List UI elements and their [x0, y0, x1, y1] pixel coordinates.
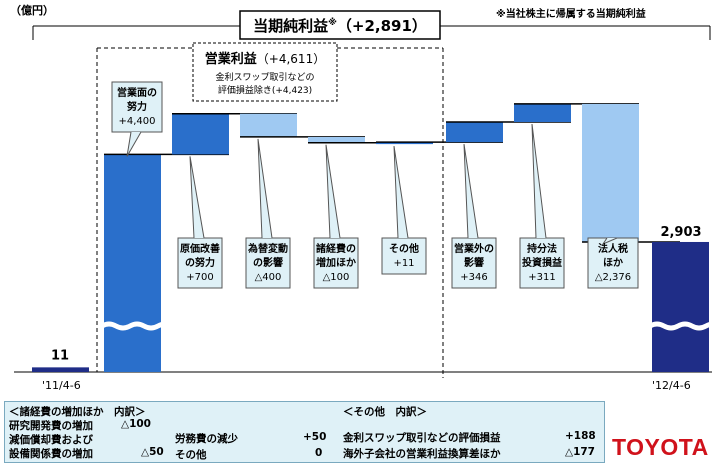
callout-text: 持分法 [527, 242, 557, 255]
start-axis-label: '11/4-6 [42, 379, 81, 392]
callout-text: 為替変動 [247, 242, 288, 255]
callout-box [451, 237, 497, 289]
callout-text: △100 [323, 272, 350, 283]
step-bar [240, 113, 297, 137]
callout-pointer [189, 156, 205, 239]
start-bar [32, 367, 89, 372]
left-row-label: その他 [175, 449, 207, 461]
callout-pointer [126, 131, 142, 157]
left-row-label: 減価償却費および [9, 434, 93, 446]
callout-text: 努力 [127, 100, 147, 113]
callout-text: 影響 [464, 256, 484, 269]
left-row-value: 0 [315, 447, 323, 459]
step-bar [514, 103, 571, 122]
net-income-title-box [239, 10, 441, 40]
callout-text: の努力 [185, 256, 215, 269]
callout-box [111, 81, 163, 133]
callout-text: △400 [255, 272, 282, 283]
step-bar [172, 113, 229, 155]
callout-text: ほか [603, 257, 623, 269]
left-row-value: △50 [141, 446, 164, 458]
end-labels-group: 11 '11/4-6 2,903 '12/4-6 [42, 225, 702, 392]
callout-text: の影響 [253, 256, 283, 269]
right-row-label: 金利スワップ取引などの評価損益 [343, 432, 501, 444]
toyota-logo: TOYOTA [612, 434, 709, 460]
step-bar [446, 121, 503, 143]
op-income-title-box [192, 42, 338, 102]
callout-text: △2,376 [595, 272, 631, 283]
step-bar [376, 142, 433, 145]
op-income-note-line2: 評価損益除き(+4,423) [218, 84, 312, 96]
scale-break-mark [100, 321, 174, 331]
callout-text: +11 [393, 258, 414, 269]
right-row-value: △177 [565, 446, 595, 458]
step-bar [582, 103, 639, 242]
callout-pointer [531, 123, 547, 239]
callout-pointer [393, 146, 409, 239]
right-row-value: +188 [565, 430, 596, 442]
callout-pointer [257, 138, 273, 239]
callout-text: 営業外の [454, 242, 494, 255]
net-income-note: ※当社株主に帰属する当期純利益 [496, 7, 646, 20]
net-income-bracket [32, 25, 711, 40]
op-income-bracket [96, 47, 444, 378]
callout-box [519, 237, 565, 289]
left-breakdown-title: ＜諸経費の増加ほか 内訳＞ [9, 406, 146, 418]
start-value-label: 11 [51, 348, 69, 363]
net-income-title: 当期純利益※（+2,891） [253, 17, 427, 35]
right-breakdown-title: ＜その他 内訳＞ [343, 406, 427, 418]
callout-text: +4,400 [118, 116, 155, 127]
callout-box [587, 237, 639, 289]
end-axis-label: '12/4-6 [652, 379, 691, 392]
scale-break-mark [648, 321, 722, 331]
callout-text: 営業面の [117, 86, 157, 99]
callout-pointer [325, 144, 341, 239]
callout-text: +311 [528, 272, 555, 283]
step-bar [104, 154, 161, 372]
callout-text: 法人税 [598, 242, 628, 255]
callout-text: 増加ほか [316, 256, 356, 269]
breakdown-panel: ＜諸経費の増加ほか 内訳＞ 研究開発費の増加 △100 減価償却費および 設備関… [4, 401, 605, 463]
op-income-title: 営業利益（+4,611） [205, 51, 325, 67]
end-bar [652, 241, 709, 372]
unit-label: （億円） [10, 3, 54, 17]
callout-text: 原価改善 [180, 242, 220, 255]
callout-box [381, 237, 427, 275]
callout-text: +700 [186, 272, 213, 283]
left-row-label: 労務費の減少 [175, 433, 238, 445]
left-row-label: 設備関係費の増加 [9, 448, 93, 460]
step-bar [308, 136, 365, 143]
callout-box [313, 237, 359, 289]
callout-text: +346 [460, 272, 487, 283]
left-row-value: +50 [303, 431, 327, 443]
left-row-value: △100 [121, 418, 151, 430]
end-value-label: 2,903 [660, 225, 701, 240]
left-row-label: 研究開発費の増加 [9, 420, 93, 432]
right-row-label: 海外子会社の営業利益換算差ほか [343, 448, 501, 460]
callout-text: 諸経費の [316, 242, 356, 255]
waterfall-chart: （億円） ※当社株主に帰属する当期純利益 当期純利益※（+2,891） 営業利益… [10, 3, 722, 392]
op-income-note-line1: 金利スワップ取引などの [215, 71, 314, 83]
callout-box [245, 237, 291, 289]
callout-text: その他 [389, 242, 419, 255]
callout-pointer [601, 237, 618, 246]
callout-box [177, 237, 223, 289]
callout-pointer [463, 144, 479, 239]
callout-text: 投資損益 [522, 256, 562, 269]
